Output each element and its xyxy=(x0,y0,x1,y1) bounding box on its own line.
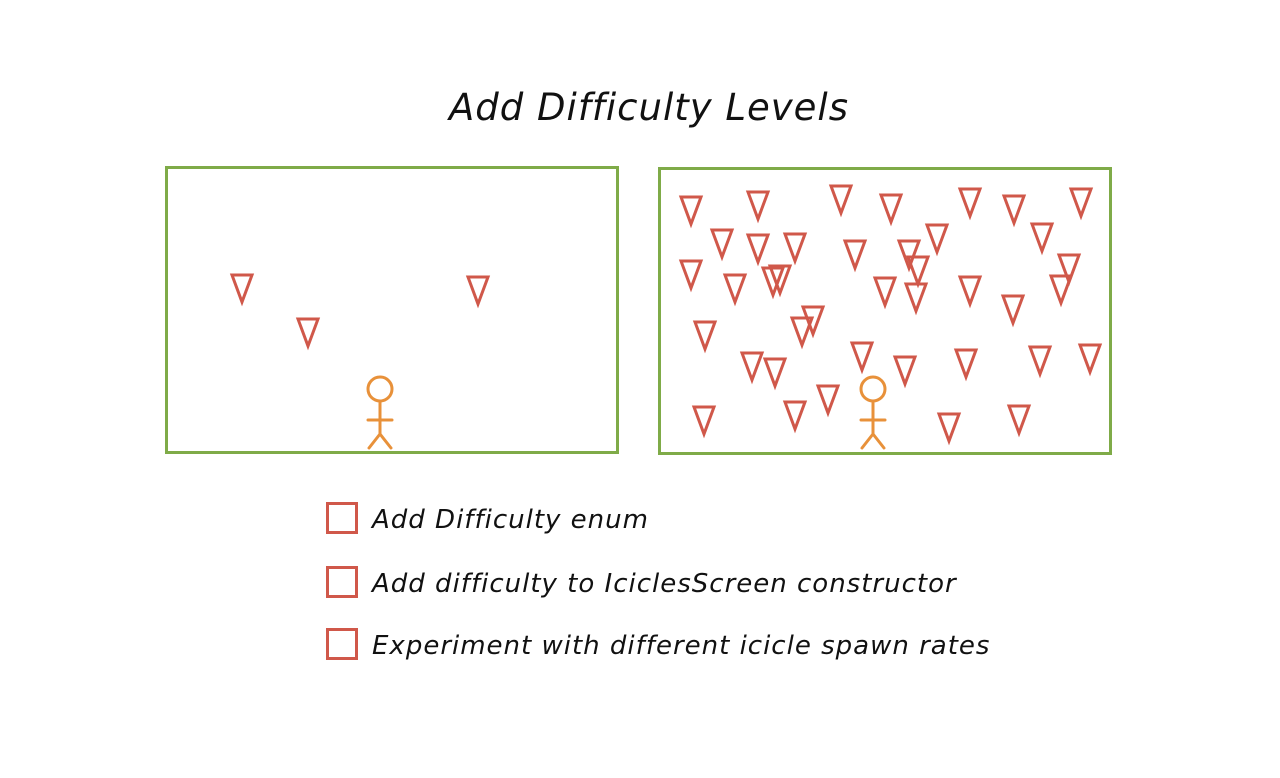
icicle-icon xyxy=(692,320,718,354)
icicle-icon xyxy=(465,275,491,309)
icicle-icon xyxy=(745,190,771,224)
icicle-icon xyxy=(767,264,793,298)
icicle-icon xyxy=(789,316,815,350)
icicle-icon xyxy=(815,384,841,418)
icicle-icon xyxy=(745,233,771,267)
player-stick-figure-icon xyxy=(366,375,394,450)
icicle-icon xyxy=(842,239,868,273)
easy-difficulty-panel xyxy=(165,166,619,454)
icicle-icon xyxy=(828,184,854,218)
icicle-icon xyxy=(957,187,983,221)
icicle-icon xyxy=(905,255,931,289)
icicle-icon xyxy=(762,357,788,391)
icicle-icon xyxy=(936,412,962,446)
icicle-icon xyxy=(678,259,704,293)
icicle-icon xyxy=(760,266,786,300)
icicle-icon xyxy=(953,348,979,382)
icicle-icon xyxy=(1000,294,1026,328)
panel-border xyxy=(165,166,619,454)
icicle-icon xyxy=(1029,222,1055,256)
icicle-icon xyxy=(849,341,875,375)
checkbox[interactable] xyxy=(326,628,358,660)
icicle-icon xyxy=(903,282,929,316)
todo-label: Add difficulty to IciclesScreen construc… xyxy=(372,569,957,599)
icicle-icon xyxy=(800,305,826,339)
icicle-icon xyxy=(872,276,898,310)
icicle-icon xyxy=(709,228,735,262)
icicle-icon xyxy=(782,232,808,266)
icicle-icon xyxy=(1056,253,1082,287)
icicle-icon xyxy=(1006,404,1032,438)
icicle-icon xyxy=(1077,343,1103,377)
icicle-icon xyxy=(739,351,765,385)
player-stick-figure-icon xyxy=(859,375,887,450)
icicle-icon xyxy=(1001,194,1027,228)
todo-label: Experiment with different icicle spawn r… xyxy=(372,631,991,661)
icicle-icon xyxy=(896,239,922,273)
checkbox[interactable] xyxy=(326,502,358,534)
icicle-icon xyxy=(782,400,808,434)
todo-label: Add Difficulty enum xyxy=(372,505,649,535)
icicle-icon xyxy=(1048,274,1074,308)
icicle-icon xyxy=(722,273,748,307)
icicle-icon xyxy=(957,275,983,309)
hard-difficulty-panel xyxy=(658,167,1112,455)
icicle-icon xyxy=(892,355,918,389)
icicle-icon xyxy=(295,317,321,351)
icicle-icon xyxy=(678,195,704,229)
checkbox[interactable] xyxy=(326,566,358,598)
icicle-icon xyxy=(229,273,255,307)
page-title: Add Difficulty Levels xyxy=(449,86,849,129)
icicle-icon xyxy=(1027,345,1053,379)
icicle-icon xyxy=(1068,187,1094,221)
icicle-icon xyxy=(691,405,717,439)
icicle-icon xyxy=(878,193,904,227)
panel-border xyxy=(658,167,1112,455)
icicle-icon xyxy=(924,223,950,257)
